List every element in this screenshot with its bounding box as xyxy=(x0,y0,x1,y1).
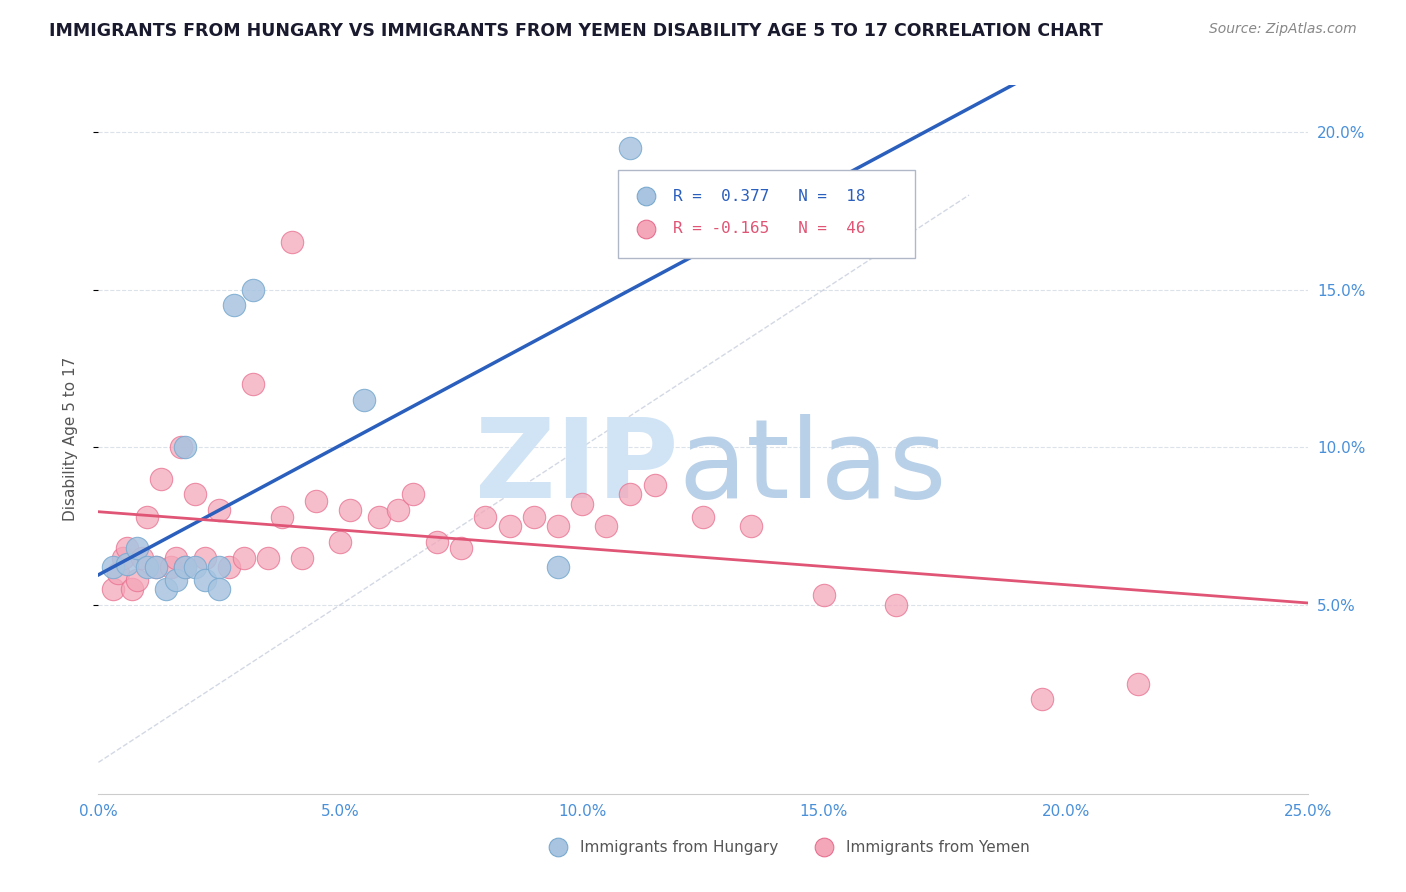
Point xyxy=(208,582,231,596)
Point xyxy=(339,503,361,517)
Point xyxy=(353,392,375,407)
Point xyxy=(165,550,187,565)
Point xyxy=(305,493,328,508)
Point xyxy=(208,503,231,517)
Point xyxy=(155,582,177,596)
Point xyxy=(127,573,149,587)
Point xyxy=(450,541,472,555)
Point xyxy=(281,235,304,250)
Point xyxy=(692,509,714,524)
Text: atlas: atlas xyxy=(679,414,948,521)
Point xyxy=(107,566,129,581)
Point xyxy=(194,550,217,565)
Point xyxy=(368,509,391,524)
Text: Immigrants from Hungary: Immigrants from Hungary xyxy=(579,839,778,855)
Point xyxy=(242,377,264,392)
Point xyxy=(547,560,569,574)
Point xyxy=(1128,676,1150,690)
Point xyxy=(117,557,139,571)
Point xyxy=(160,560,183,574)
Point xyxy=(256,550,278,565)
Point xyxy=(644,478,666,492)
Text: R = -0.165   N =  46: R = -0.165 N = 46 xyxy=(672,221,865,236)
Point xyxy=(101,582,124,596)
Point xyxy=(218,560,240,574)
Point xyxy=(595,519,617,533)
Point xyxy=(271,509,294,524)
Point xyxy=(150,472,173,486)
Text: Source: ZipAtlas.com: Source: ZipAtlas.com xyxy=(1209,22,1357,37)
Point xyxy=(886,598,908,612)
Point xyxy=(145,560,167,574)
Point xyxy=(117,541,139,555)
Point xyxy=(232,550,254,565)
Point xyxy=(174,560,197,574)
Point xyxy=(101,560,124,574)
Point xyxy=(329,534,352,549)
Point xyxy=(242,283,264,297)
Point xyxy=(208,560,231,574)
Point xyxy=(474,509,496,524)
Point xyxy=(523,509,546,524)
Point xyxy=(169,440,191,454)
Point xyxy=(1031,692,1053,706)
Y-axis label: Disability Age 5 to 17: Disability Age 5 to 17 xyxy=(63,357,77,522)
Point xyxy=(174,440,197,454)
FancyBboxPatch shape xyxy=(619,169,915,259)
Point xyxy=(135,509,157,524)
Text: ZIP: ZIP xyxy=(475,414,679,521)
Point xyxy=(402,487,425,501)
Point xyxy=(184,560,207,574)
Text: R =  0.377   N =  18: R = 0.377 N = 18 xyxy=(672,188,865,203)
Point xyxy=(619,141,641,155)
Point xyxy=(740,519,762,533)
Point xyxy=(547,519,569,533)
Point xyxy=(387,503,409,517)
Point xyxy=(174,560,197,574)
Point xyxy=(145,560,167,574)
Point xyxy=(222,298,245,312)
Point xyxy=(498,519,520,533)
Text: Immigrants from Yemen: Immigrants from Yemen xyxy=(845,839,1029,855)
Point xyxy=(290,550,312,565)
Point xyxy=(131,550,153,565)
Point xyxy=(121,582,143,596)
Point xyxy=(127,541,149,555)
Point xyxy=(426,534,449,549)
Point xyxy=(184,487,207,501)
Point xyxy=(571,497,593,511)
Point xyxy=(111,550,134,565)
Text: IMMIGRANTS FROM HUNGARY VS IMMIGRANTS FROM YEMEN DISABILITY AGE 5 TO 17 CORRELAT: IMMIGRANTS FROM HUNGARY VS IMMIGRANTS FR… xyxy=(49,22,1104,40)
Point xyxy=(813,588,835,602)
Point xyxy=(165,573,187,587)
Point xyxy=(135,560,157,574)
Point xyxy=(619,487,641,501)
Point xyxy=(194,573,217,587)
